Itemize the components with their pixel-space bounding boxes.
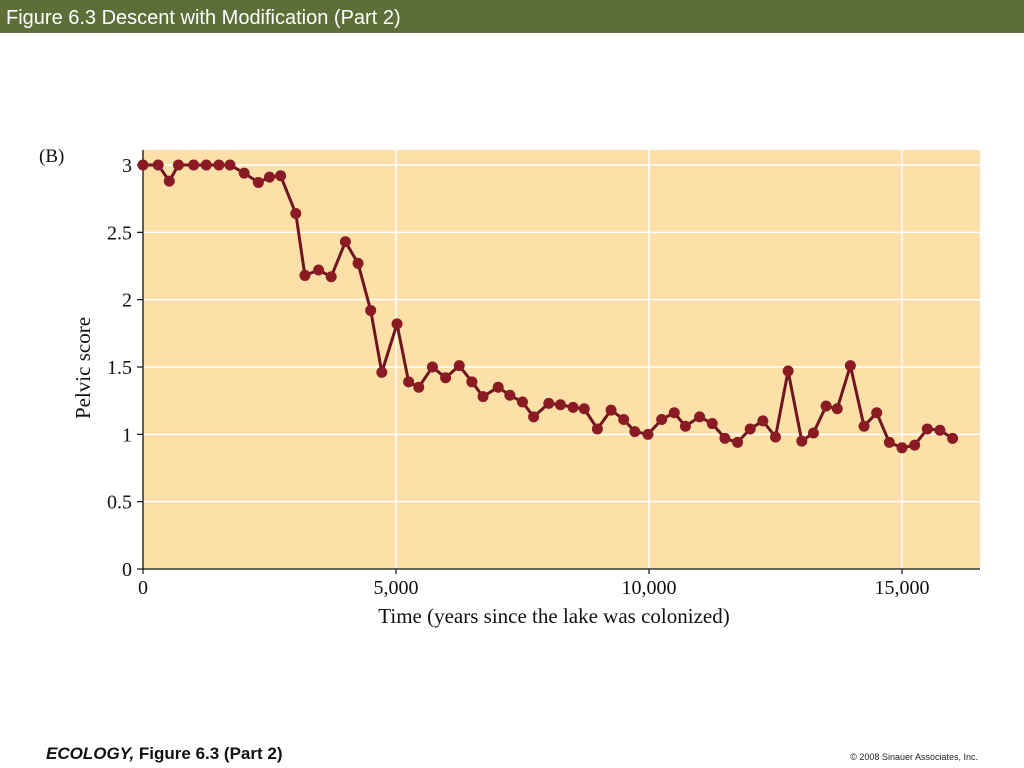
data-point (694, 411, 706, 423)
footer-book: ECOLOGY, (46, 744, 135, 763)
slide-title: Figure 6.3 Descent with Modification (Pa… (6, 7, 401, 29)
panel-label: (B) (39, 146, 64, 167)
data-point (567, 401, 579, 413)
data-point (744, 423, 756, 435)
data-point (844, 360, 856, 372)
data-point (426, 361, 438, 373)
y-tick-label: 1.5 (107, 357, 132, 379)
data-point (172, 159, 184, 171)
data-point (947, 432, 959, 444)
x-tick-label: 5,000 (374, 577, 419, 599)
data-point (264, 171, 275, 183)
footer-citation: ECOLOGY, Figure 6.3 (Part 2) (46, 744, 283, 764)
data-point (605, 404, 617, 416)
x-tick-label: 10,000 (622, 577, 677, 599)
y-tick-label: 0 (122, 559, 132, 581)
data-point (477, 391, 489, 403)
data-point (858, 420, 870, 432)
data-point (517, 396, 528, 408)
data-point (238, 167, 250, 179)
data-point (543, 397, 555, 409)
data-point (883, 436, 895, 448)
data-point (706, 418, 718, 430)
data-point (224, 159, 236, 171)
y-axis-label: Pelvic score (71, 317, 95, 419)
data-point (770, 431, 781, 443)
data-point (554, 399, 566, 411)
data-point (290, 207, 302, 219)
data-point (403, 376, 415, 388)
y-tick-label: 0.5 (107, 492, 132, 514)
data-point (578, 403, 590, 415)
data-point (871, 407, 883, 419)
data-point (391, 318, 403, 330)
data-point (591, 423, 603, 435)
data-point (921, 423, 933, 435)
data-point (934, 424, 946, 436)
y-tick-label: 1 (122, 424, 132, 446)
data-point (200, 159, 212, 171)
y-tick-label: 2 (122, 290, 132, 312)
data-point (163, 175, 175, 187)
data-point (909, 439, 921, 451)
data-point (440, 372, 452, 384)
footer-figure: Figure 6.3 (Part 2) (134, 744, 283, 763)
y-tick-label: 2.5 (107, 222, 132, 244)
data-point (796, 435, 808, 447)
x-tick-label: 15,000 (875, 577, 930, 599)
data-point (365, 304, 377, 316)
data-point (252, 177, 264, 189)
grid-lines (143, 150, 980, 569)
data-point (679, 420, 691, 432)
data-point (528, 411, 540, 423)
data-point (896, 442, 908, 454)
data-point (137, 159, 149, 171)
data-point (820, 400, 832, 412)
data-point (757, 415, 769, 427)
data-point (339, 236, 351, 248)
data-point (275, 170, 287, 182)
data-point (504, 389, 516, 401)
data-point (352, 257, 364, 269)
tick-labels: 0 0.5 1 1.5 2 2.5 3 0 5,000 10,000 15,000 (107, 155, 930, 599)
plot-area (143, 150, 980, 569)
axes (137, 150, 980, 574)
data-point (313, 264, 325, 276)
data-point (152, 159, 164, 171)
data-point (719, 432, 731, 444)
data-point (453, 360, 465, 372)
x-tick-label: 0 (138, 577, 148, 599)
data-point (299, 269, 311, 281)
data-point (668, 407, 680, 419)
data-point (492, 381, 504, 393)
data-point (413, 381, 425, 393)
data-point (213, 159, 225, 171)
data-point (732, 436, 744, 448)
data-point (618, 414, 630, 426)
data-point (656, 414, 668, 426)
title-bar: Figure 6.3 Descent with Modification (Pa… (0, 0, 1024, 33)
y-tick-label: 3 (122, 155, 132, 177)
data-point (782, 365, 794, 377)
data-points (137, 159, 959, 454)
data-point (807, 427, 819, 439)
data-point (831, 403, 843, 415)
data-point (325, 271, 337, 283)
data-point (642, 428, 654, 440)
data-point (466, 376, 478, 388)
data-point (629, 426, 641, 438)
footer-copyright: © 2008 Sinauer Associates, Inc. (850, 752, 978, 762)
data-point (376, 366, 388, 378)
x-axis-label: Time (years since the lake was colonized… (378, 604, 729, 628)
data-point (188, 159, 200, 171)
